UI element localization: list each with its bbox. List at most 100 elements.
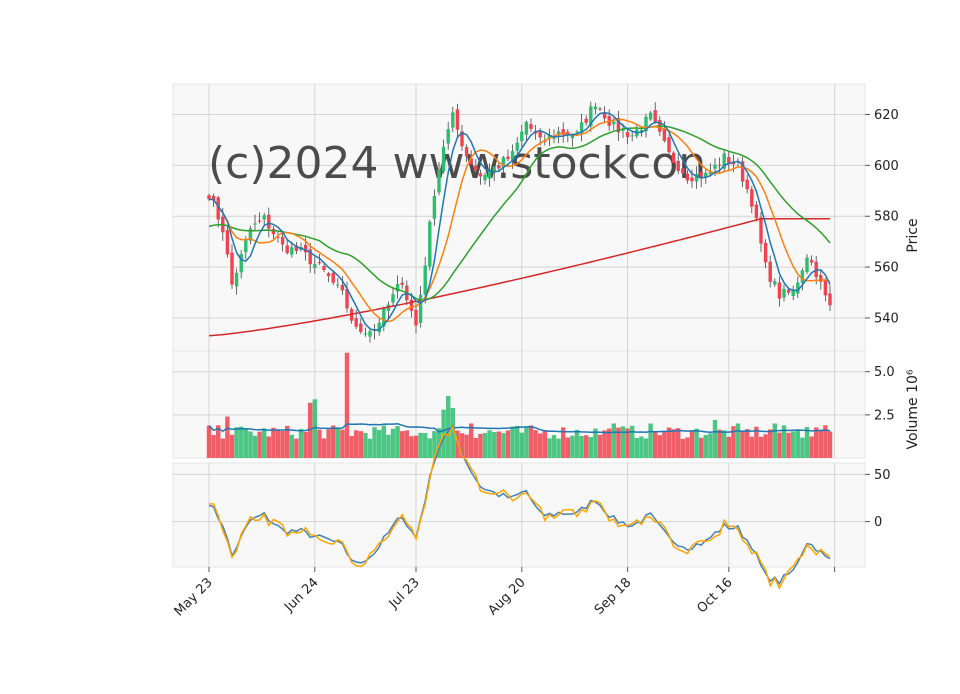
candle-body [704,172,708,178]
volume-bar [390,428,396,458]
candle-body [400,282,404,285]
volume-bar [639,436,644,458]
candle-body [602,112,607,119]
candle-body [621,129,625,131]
price-axis-label: Price [905,218,921,252]
candle-body [616,118,621,133]
candle-body [276,236,280,238]
volume-bar [308,402,313,458]
volume-bar [381,425,386,458]
candle-body [570,135,575,139]
candle-body [759,217,763,244]
volume-bar [809,436,814,458]
volume-bar [459,433,465,458]
candle-body [506,156,510,160]
volume-bar [423,433,428,458]
candle-body [699,171,703,179]
volume-bar [220,438,225,458]
volume-bar [671,429,676,458]
candle-body [520,131,524,142]
x-tick-label: Jul 23 [386,575,423,612]
volume-bar [662,431,667,458]
candle-body [294,245,299,251]
volume-ma-line [208,423,831,434]
candle-body [612,121,616,125]
volume-bar [556,438,561,458]
candle-body [377,322,381,333]
volume-bar [482,433,488,458]
candle-body [782,288,786,298]
volume-bar [630,425,635,458]
candle-body [584,118,588,123]
volume-bar [754,426,759,458]
volume-bar [699,437,704,458]
price-tick-label: 620 [874,108,899,123]
x-tick-label: Aug 20 [485,575,528,618]
candle-body [395,283,400,292]
volume-bar [685,437,690,458]
volume-bar [726,436,731,458]
candle-body [593,106,598,110]
candle-body [308,249,312,265]
candle-body [331,272,335,283]
ma-mid-line [208,118,831,323]
candle-body [271,228,276,235]
oscillator-tick-label: 50 [874,468,891,483]
volume-bar [331,425,336,458]
volume-tick-label: 5.0 [874,365,895,380]
candle-body [437,169,441,193]
volume-bar [354,430,359,458]
volume-bar [777,432,782,458]
oscillator-line-b [208,424,831,590]
candle-body [745,179,749,190]
volume-bar [791,431,796,458]
volume-bar [524,427,529,458]
candle-body [713,164,717,169]
volume-bar [469,423,474,458]
candle-body [515,142,519,151]
volume-bar [404,430,409,458]
candle-body [386,304,391,311]
volume-bar [561,427,566,458]
candle-body [552,137,556,139]
candle-body [414,309,418,326]
volume-bar [574,429,580,458]
volume-bar [708,433,713,458]
volume-bar [492,432,497,458]
candle-body [464,147,469,157]
candle-body [731,162,736,165]
volume-bar [625,428,630,458]
volume-bar [676,428,681,458]
candle-body [428,221,432,267]
candle-body [359,323,363,332]
volume-bar [689,430,695,458]
volume-bar [749,436,754,458]
candle-body [791,290,795,297]
candle-body [446,129,450,144]
volume-bar [432,431,437,458]
candle-body [474,165,478,171]
candle-body [432,195,437,219]
candle-body [483,174,487,181]
candle-body [694,174,699,182]
candle-body [345,289,349,309]
volume-bar [781,425,787,458]
candle-body [354,318,358,327]
candle-body [267,214,271,229]
volume-bar [358,431,363,458]
volume-bar [758,436,764,458]
volume-bar [818,430,823,458]
volume-bar [252,435,258,458]
volume-bar [772,423,777,458]
volume-bar [294,438,299,458]
volume-bar [478,433,483,458]
candle-body [382,307,386,327]
volume-bar [680,438,685,458]
volume-bar [717,429,722,458]
candle-body [768,261,772,282]
candle-body [336,284,340,286]
candle-body [805,257,809,272]
volume-bar [280,430,285,458]
candle-body [239,254,243,273]
volume-bar [597,434,603,458]
